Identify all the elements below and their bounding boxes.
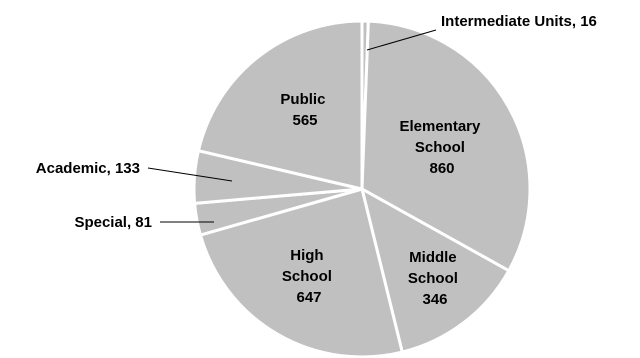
label-middle-school: Middle School 346 xyxy=(408,249,462,308)
slice-labels: Intermediate Units, 16 Elementary School… xyxy=(36,13,597,308)
label-elementary-school: Elementary School 860 xyxy=(399,118,484,177)
leader-line-intermediate-units xyxy=(366,29,437,51)
label-high-school: High School 647 xyxy=(282,247,336,306)
label-intermediate-units: Intermediate Units, 16 xyxy=(441,13,597,30)
slice-middle-school xyxy=(359,186,511,354)
pie-slices xyxy=(192,19,532,358)
leader-lines xyxy=(147,29,437,223)
label-special: Special, 81 xyxy=(74,214,152,231)
slice-high-school xyxy=(198,187,405,358)
label-academic: Academic, 133 xyxy=(36,160,140,177)
label-public: Public 565 xyxy=(280,91,329,129)
slice-public xyxy=(196,19,364,191)
leader-line-academic xyxy=(147,167,233,182)
slice-elementary-school xyxy=(360,19,532,273)
